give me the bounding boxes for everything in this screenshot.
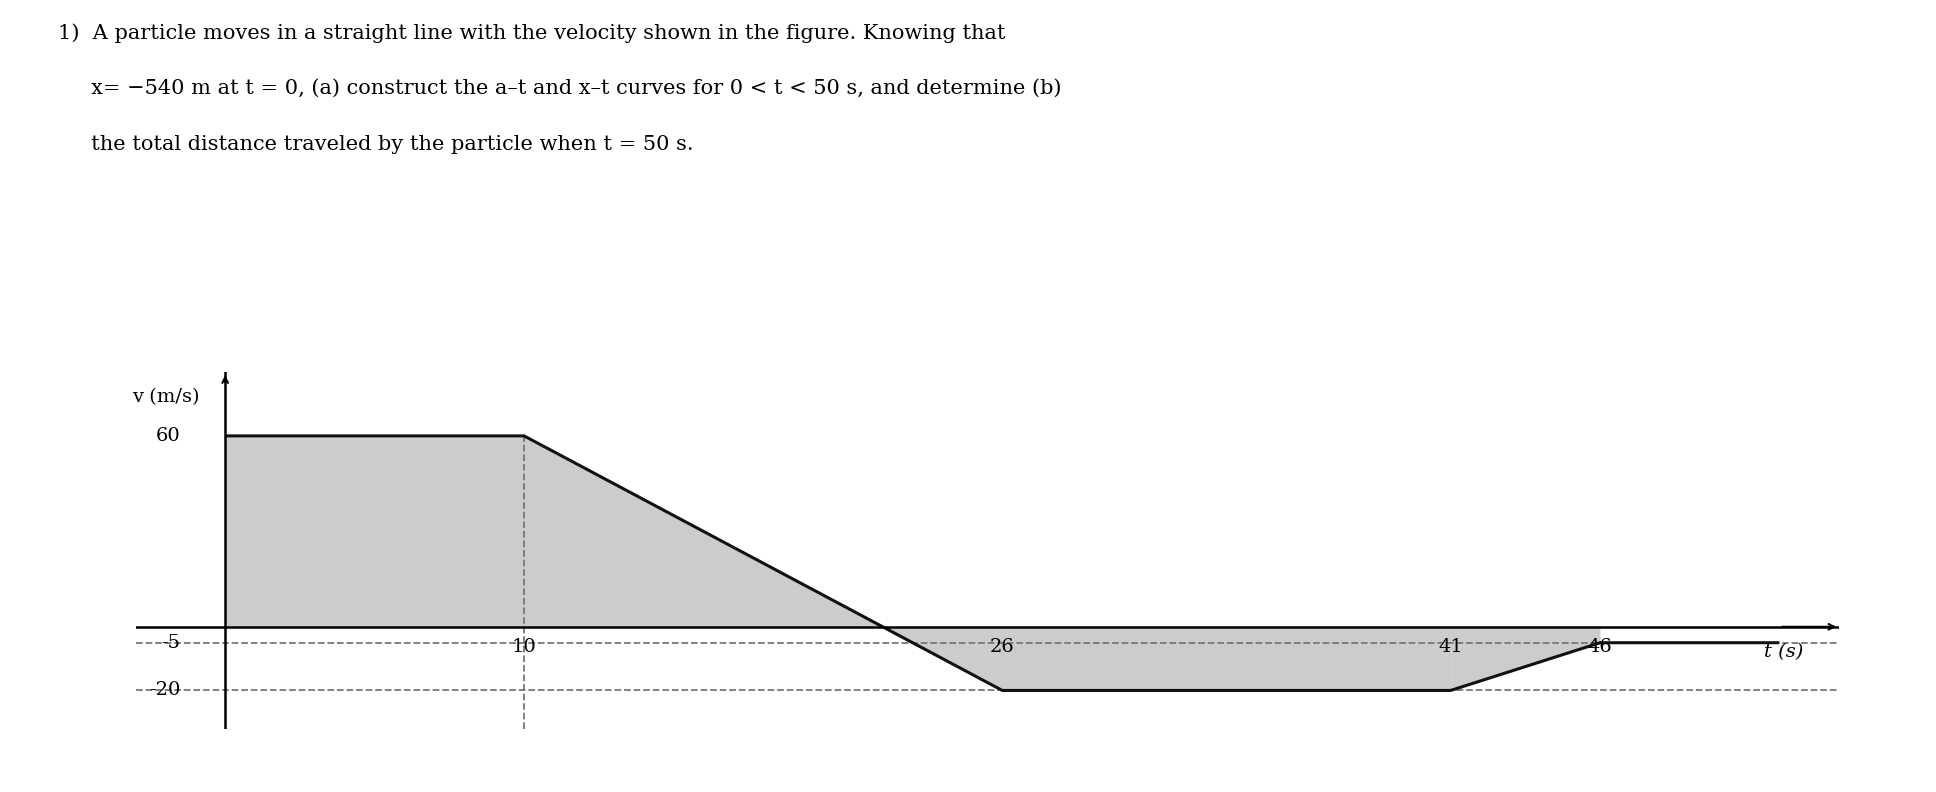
Text: 10: 10	[511, 638, 536, 656]
Text: 41: 41	[1438, 638, 1464, 656]
Text: x= −540 m at t = 0, (a) construct the a–t and x–t curves for 0 < t < 50 s, and d: x= −540 m at t = 0, (a) construct the a–…	[58, 79, 1061, 98]
Text: v (m/s): v (m/s)	[132, 388, 199, 406]
Text: 26: 26	[989, 638, 1014, 656]
Text: 46: 46	[1588, 638, 1613, 656]
Text: the total distance traveled by the particle when t = 50 s.: the total distance traveled by the parti…	[58, 135, 693, 154]
Text: 60: 60	[155, 427, 180, 445]
Text: -5: -5	[161, 634, 180, 652]
Text: 1)  A particle moves in a straight line with the velocity shown in the figure. K: 1) A particle moves in a straight line w…	[58, 24, 1005, 44]
Text: t (s): t (s)	[1764, 643, 1804, 661]
Text: -20: -20	[149, 681, 180, 699]
